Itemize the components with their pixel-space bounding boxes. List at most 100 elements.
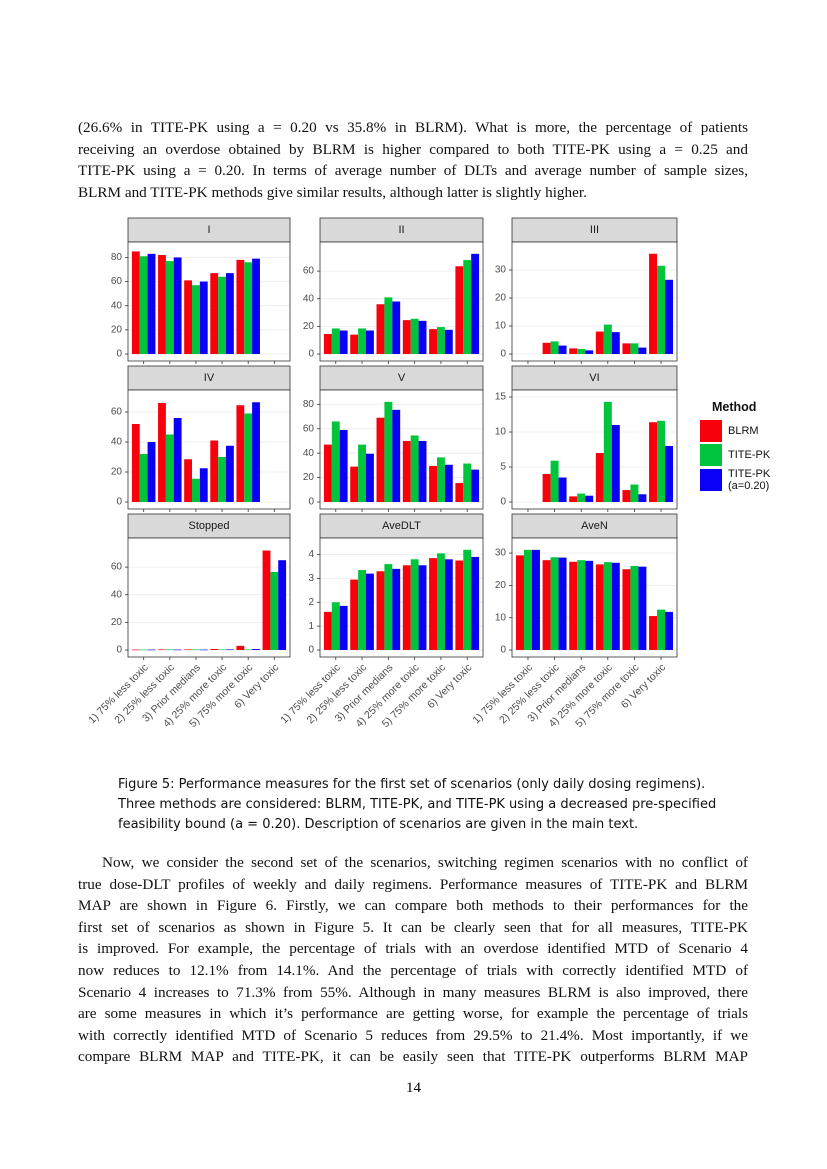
bar <box>173 649 182 651</box>
text-line: true dose-DLT profiles of weekly and dai… <box>78 875 748 893</box>
bar <box>339 605 348 650</box>
bar <box>577 348 586 354</box>
legend-item: TITE-PK (a=0.20) <box>700 468 788 492</box>
bar <box>184 459 193 502</box>
bar <box>577 560 586 650</box>
bar <box>577 493 586 502</box>
bar <box>531 549 540 650</box>
legend-key <box>700 420 722 442</box>
y-tick-label: 60 <box>303 266 315 277</box>
bar <box>471 253 480 354</box>
bar <box>550 460 559 502</box>
bar <box>436 327 445 354</box>
legend-label: TITE-PK (a=0.20) <box>728 468 771 492</box>
bar <box>455 266 464 354</box>
text-line: BLRM and TITE-PK methods give similar re… <box>78 183 587 201</box>
bar <box>236 259 245 354</box>
text-line: TITE-PK using a = 0.20. In terms of aver… <box>78 162 748 180</box>
panel-border <box>319 241 484 362</box>
y-tick-label: 10 <box>495 612 507 623</box>
bar <box>444 329 453 354</box>
panel-border <box>319 537 484 658</box>
bar <box>236 405 245 502</box>
bar <box>558 477 567 502</box>
bar <box>418 565 427 650</box>
bar <box>131 424 140 502</box>
bar <box>384 401 393 502</box>
bar <box>585 560 594 650</box>
bar <box>158 255 166 354</box>
bar <box>665 279 674 354</box>
strip <box>127 365 291 391</box>
bar <box>410 318 419 354</box>
y-tick-label: 4 <box>308 549 314 560</box>
bar <box>649 616 658 650</box>
bar <box>657 609 666 650</box>
bar <box>569 496 578 502</box>
bar <box>558 345 567 354</box>
legend-label: TITE-PK <box>728 449 771 461</box>
bar <box>444 559 453 650</box>
bar <box>436 553 445 650</box>
bar <box>638 494 647 502</box>
bar <box>147 253 156 354</box>
bar <box>392 409 401 502</box>
bar <box>158 403 166 502</box>
text-line: first set of scenarios as shown in Figur… <box>78 918 748 936</box>
bar <box>244 649 253 651</box>
bar <box>158 649 166 651</box>
text-line: Scenario 4 increases to 71.3% from 55%. … <box>78 983 748 1001</box>
bar <box>630 484 639 502</box>
y-tick-label: 60 <box>111 276 123 287</box>
bar <box>139 454 148 502</box>
bar <box>139 256 148 354</box>
y-tick-label: 10 <box>495 427 507 438</box>
bar <box>350 579 359 650</box>
panel-border <box>511 537 678 658</box>
bar <box>339 330 348 354</box>
bar <box>665 446 674 502</box>
bar <box>665 611 674 650</box>
legend-key <box>700 444 722 466</box>
bar <box>350 466 359 502</box>
y-tick-label: 20 <box>111 467 123 478</box>
top-paragraph: (26.6% in TITE-PK using a = 0.20 vs 35.8… <box>78 117 748 203</box>
panel-title: VI <box>589 372 599 384</box>
bar <box>225 273 234 354</box>
y-tick-label: 80 <box>303 399 315 410</box>
bar <box>429 465 437 502</box>
bar <box>323 611 332 650</box>
bar <box>542 560 551 650</box>
bar <box>418 320 427 354</box>
y-tick-label: 0 <box>500 645 506 656</box>
bar <box>139 649 148 651</box>
bar <box>463 549 472 650</box>
panel-title: V <box>398 372 406 384</box>
bar <box>595 564 604 650</box>
bar <box>384 297 393 354</box>
bar <box>603 401 612 502</box>
bar <box>444 464 453 502</box>
y-tick-label: 20 <box>495 293 507 304</box>
bar <box>218 457 226 502</box>
bar <box>262 550 271 650</box>
bar <box>199 468 208 502</box>
bar <box>515 555 524 650</box>
y-tick-label: 0 <box>116 645 122 656</box>
bar <box>657 265 666 354</box>
bar <box>199 281 208 354</box>
bar <box>595 331 604 354</box>
text-line: now reduces to 12.1% from 14.1%. And the… <box>78 961 748 979</box>
bar <box>192 285 200 354</box>
y-tick-label: 40 <box>111 437 123 448</box>
y-tick-label: 5 <box>500 462 506 473</box>
bar <box>350 334 359 354</box>
bar <box>585 350 594 354</box>
bar <box>358 444 367 502</box>
bar <box>402 440 411 502</box>
bar <box>611 562 620 650</box>
legend-title: Method <box>712 400 757 414</box>
panel-border <box>127 389 291 510</box>
panel-border <box>127 537 291 658</box>
